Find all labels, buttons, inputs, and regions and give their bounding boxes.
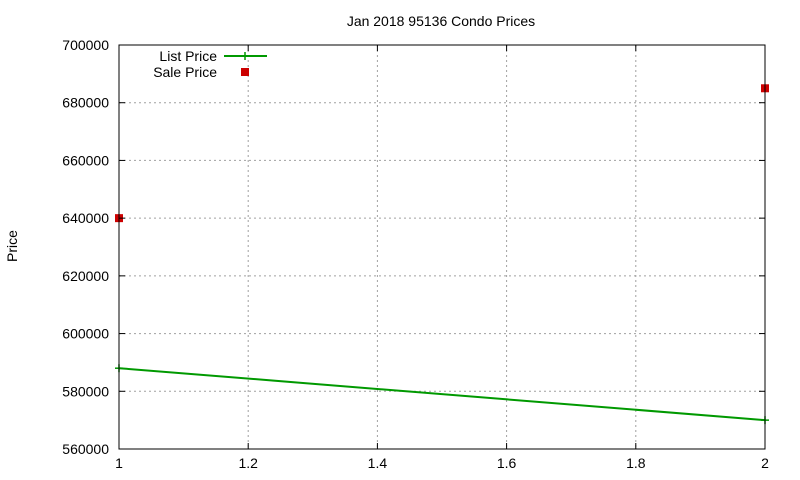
- legend-point-swatch: [241, 68, 249, 76]
- x-tick-label: 1.8: [626, 455, 646, 471]
- y-tick-label: 600000: [62, 326, 109, 342]
- y-axis-label: Price: [4, 230, 20, 262]
- y-tick-label: 620000: [62, 268, 109, 284]
- series-sale-price: [115, 84, 769, 223]
- x-tick-label: 1.4: [368, 455, 388, 471]
- x-tick-label: 1.6: [497, 455, 517, 471]
- legend-entry: Sale Price: [153, 64, 249, 80]
- legend-entry: List Price: [159, 48, 267, 64]
- x-tick-label: 1.2: [238, 455, 258, 471]
- y-tick-label: 560000: [62, 441, 109, 457]
- list-price-line: [118, 367, 766, 422]
- series-list-price: [115, 364, 769, 425]
- grid: [119, 45, 765, 449]
- y-tick-label: 680000: [62, 95, 109, 111]
- y-tick-label: 700000: [62, 37, 109, 53]
- x-tick-label: 1: [115, 455, 123, 471]
- y-tick-label: 580000: [62, 383, 109, 399]
- plot-frame: [118, 44, 766, 450]
- x-tick-label: 2: [761, 455, 769, 471]
- y-tick-label: 660000: [62, 152, 109, 168]
- axis-ticks: 1 1.2 1.4 1.6 1.8 2 560000 580000 600000 620000 64…: [62, 37, 769, 471]
- chart-title: Jan 2018 95136 Condo Prices: [347, 13, 535, 29]
- legend-label: Sale Price: [153, 64, 217, 80]
- plot-area: [115, 84, 769, 425]
- legend-label: List Price: [159, 48, 217, 64]
- y-tick-label: 640000: [62, 210, 109, 226]
